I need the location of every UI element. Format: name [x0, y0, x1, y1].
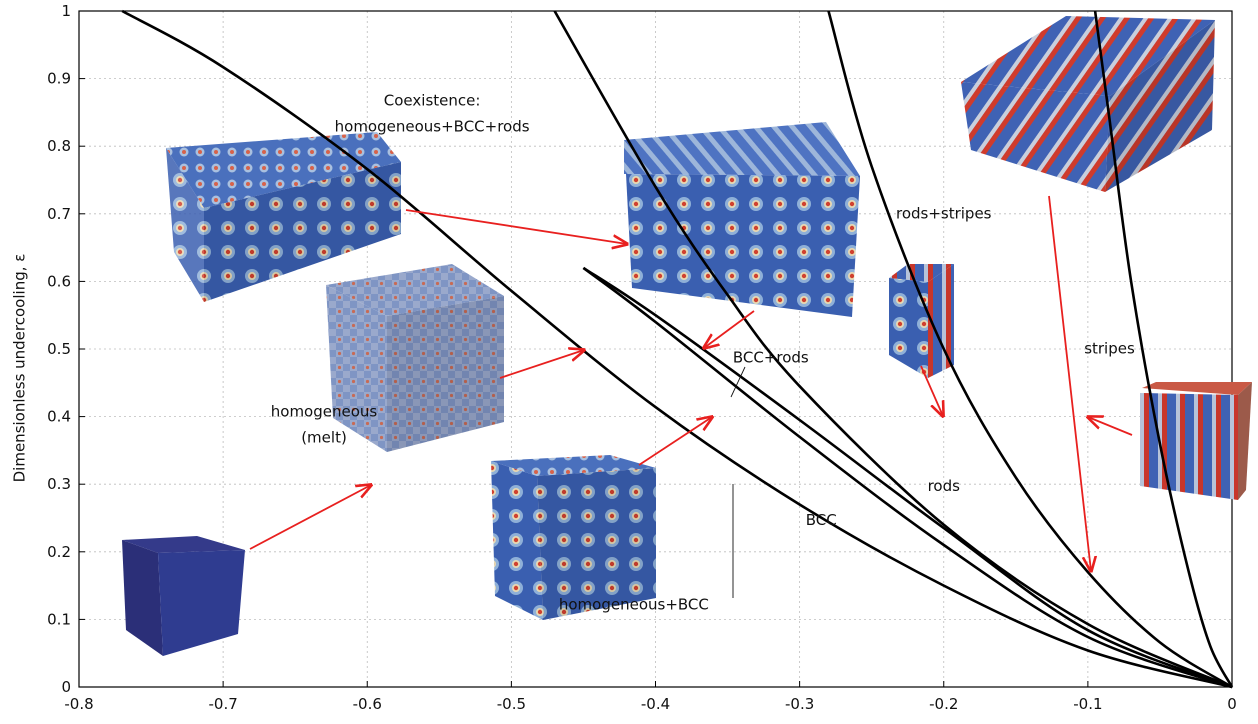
y-tick-label-4: 0.4 [47, 408, 71, 426]
x-tick-label-0: -0.8 [64, 695, 93, 713]
x-tick-label-6: -0.2 [929, 695, 958, 713]
arrow-bcc-to-bcc-rods [638, 417, 712, 466]
boundary-line-5 [1093, 10, 1234, 688]
cube-homogeneous-solid [122, 536, 245, 656]
cube-rods [889, 264, 954, 378]
y-tick-label-0: 0 [61, 678, 71, 696]
cube-homogeneous-bcc-rods [166, 132, 401, 302]
arrow-stripes-left [1088, 417, 1133, 436]
boundary-line-2 [582, 266, 1233, 689]
y-tick-label-2: 0.2 [47, 543, 71, 561]
y-tick-label-5: 0.5 [47, 340, 71, 358]
x-tick-label-7: -0.1 [1073, 695, 1102, 713]
tick-labels: -0.8 -0.7 -0.6 -0.5 -0.4 -0.3 -0.2 -0.1 0 0 0.1 0.2… [47, 2, 1237, 713]
y-tick-label-9: 0.9 [47, 70, 71, 88]
y-axis-label: Dimensionless undercooling, ε [11, 254, 29, 483]
cube-stripes-diagonal [961, 16, 1215, 192]
region-label-5: rods+stripes [896, 205, 992, 223]
arrow-bcc-rods-down [704, 310, 755, 348]
boundary-line-4 [827, 10, 1233, 689]
cube-bcc [491, 455, 656, 620]
x-tick-label-5: -0.3 [785, 695, 814, 713]
region-label-1: homogeneous+BCC+rods [335, 117, 530, 135]
x-tick-label-2: -0.6 [353, 695, 382, 713]
region-label-3: (melt) [301, 428, 347, 446]
arrow-solid-to-melt [249, 485, 371, 550]
y-tick-label-10: 1 [61, 2, 71, 20]
cube-homogeneous-melt [326, 264, 504, 452]
cube-stripes [1140, 382, 1252, 500]
x-tick-label-4: -0.4 [641, 695, 670, 713]
region-label-0: Coexistence: [384, 92, 481, 110]
y-tick-label-3: 0.3 [47, 475, 71, 493]
region-label-2: homogeneous [271, 403, 378, 421]
x-tick-label-3: -0.5 [497, 695, 526, 713]
arrow-coexistence-to-bcc-rods [405, 209, 627, 244]
cube-bcc-rods [624, 122, 860, 317]
arrow-stripes-diag-down [1048, 195, 1091, 571]
region-label-4: BCC+rods [733, 349, 809, 367]
phase-boundaries [121, 9, 1234, 689]
boundary-line-1 [582, 266, 1233, 689]
y-tick-label-7: 0.7 [47, 205, 71, 223]
boundary-line-3 [553, 10, 1233, 689]
x-tick-label-8: 0 [1227, 695, 1237, 713]
y-tick-label-8: 0.8 [47, 137, 71, 155]
region-label-9: homogeneous+BCC [559, 595, 709, 613]
region-label-6: stripes [1084, 340, 1135, 358]
axes [78, 10, 1233, 688]
y-tick-label-6: 0.6 [47, 272, 71, 290]
arrow-melt-to-coexistence [499, 350, 584, 379]
region-label-7: rods [928, 477, 961, 495]
leader-bcc-rods [730, 366, 746, 398]
arrow-rods-down [920, 365, 943, 416]
region-label-8: BCC [806, 511, 837, 529]
transition-arrows [249, 195, 1133, 571]
region-labels: Coexistence: homogeneous+BCC+rods homogene… [271, 92, 1135, 614]
boundary-line-0 [121, 9, 1233, 689]
x-tick-label-1: -0.7 [208, 695, 237, 713]
y-tick-label-1: 0.1 [47, 610, 71, 628]
